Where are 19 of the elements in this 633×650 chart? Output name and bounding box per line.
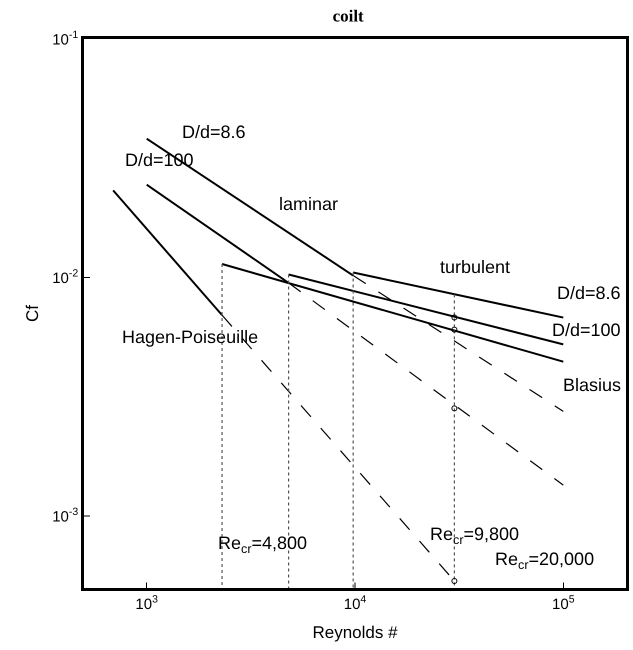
annotation: Re$_{cr}$=20,000 xyxy=(495,549,594,572)
x-tick-label: 10$^{3}$ xyxy=(135,593,158,613)
annotation: D/d=8.6 xyxy=(182,122,246,142)
annotation: D/d=100 xyxy=(552,320,621,340)
x-tick-label: 10$^{5}$ xyxy=(552,593,575,613)
x-tick-label: 10$^{4}$ xyxy=(344,593,366,613)
annotation: Re$_{cr}$=9,800 xyxy=(430,524,520,547)
annotation: D/d=8.6 xyxy=(557,283,621,303)
annotation: Re$_{cr}$=4,800 xyxy=(218,533,308,556)
y-axis-title: Cf xyxy=(22,304,42,322)
annotation: laminar xyxy=(279,194,338,214)
annotation: Blasius xyxy=(563,375,622,395)
y-tick-label: 10$^{-1}$ xyxy=(52,28,78,48)
y-tick-label: 10$^{-3}$ xyxy=(52,506,78,526)
y-tick-label: 10$^{-2}$ xyxy=(52,268,78,287)
annotation: Hagen-Poiseuille xyxy=(122,327,258,347)
chart-title: coilt xyxy=(332,6,364,26)
x-axis-title: Reynolds # xyxy=(312,623,398,642)
annotation: turbulent xyxy=(440,257,510,277)
